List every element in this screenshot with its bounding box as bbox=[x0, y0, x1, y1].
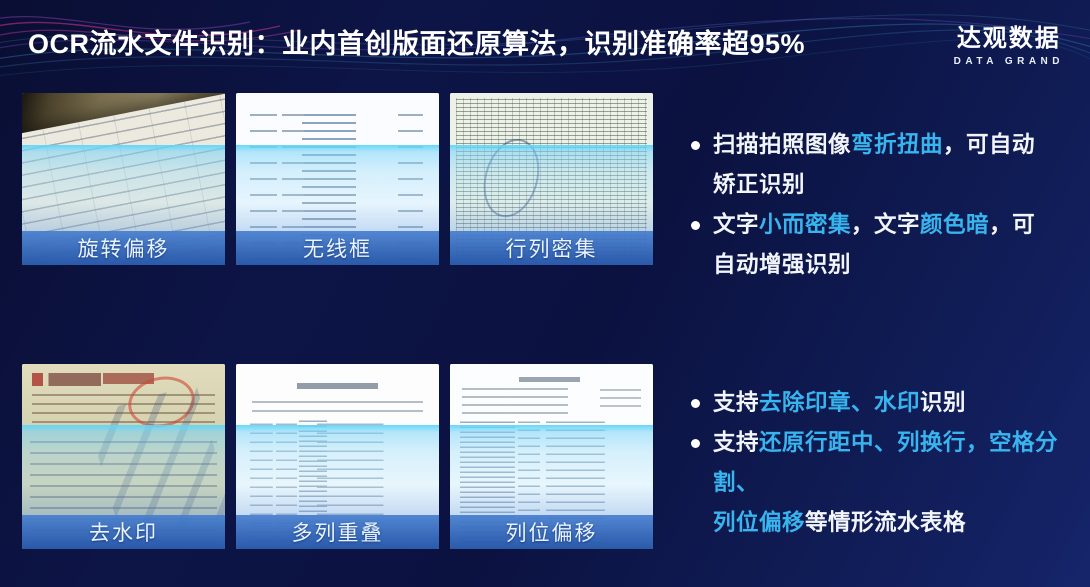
samples-grid: 旋转偏移 无线框 行列密集 去水印 bbox=[22, 93, 653, 549]
bullet-dot-icon bbox=[691, 221, 700, 230]
feature-list-bottom: 支持去除印章、水印识别 支持还原行距中、列换行，空格分割、 列位偏移等情形流水表… bbox=[686, 383, 1090, 543]
page-title: OCR流水文件识别：业内首创版面还原算法，识别准确率超95% bbox=[28, 29, 806, 59]
thumb-rotation-offset: 旋转偏移 bbox=[22, 93, 225, 265]
sample-label: 去水印 bbox=[22, 515, 225, 549]
plain-text: 支持 bbox=[713, 390, 760, 415]
bullet-item: 文字小而密集，文字颜色暗，可 自动增强识别 bbox=[686, 205, 1090, 285]
plain-text: 识别 bbox=[920, 390, 967, 415]
plain-text: ，可自动 矫正识别 bbox=[713, 132, 1036, 197]
plain-text: 文字 bbox=[713, 212, 760, 237]
plain-text: 等情形流水表格 bbox=[805, 510, 967, 535]
header-rows bbox=[32, 391, 215, 424]
header-rows bbox=[252, 395, 423, 413]
sample-label: 旋转偏移 bbox=[22, 231, 225, 265]
plain-text: ，可 自动增强识别 bbox=[713, 212, 1036, 277]
bullet-text: 扫描拍照图像弯折扭曲，可自动 矫正识别 bbox=[713, 125, 1090, 205]
plain-text: 扫描拍照图像 bbox=[713, 132, 852, 157]
highlighted-text: 弯折扭曲 bbox=[851, 132, 944, 157]
bank-logo-row bbox=[32, 373, 102, 387]
document-title-bar bbox=[519, 376, 580, 383]
bullet-dot-icon bbox=[691, 399, 700, 408]
logo-en-text: DATA GRAND bbox=[953, 56, 1064, 67]
bullet-text: 支持去除印章、水印识别 bbox=[713, 383, 1090, 423]
sample-label: 多列重叠 bbox=[236, 515, 439, 549]
bullet-dot-icon bbox=[691, 439, 700, 448]
thumb-no-border-table: 无线框 bbox=[236, 93, 439, 265]
thumb-dense-rows-columns: 行列密集 bbox=[450, 93, 653, 265]
bullet-item: 支持还原行距中、列换行，空格分割、 列位偏移等情形流水表格 bbox=[686, 423, 1090, 543]
plain-text: 支持 bbox=[713, 430, 760, 455]
document-title-bar bbox=[103, 373, 154, 385]
bullet-item: 扫描拍照图像弯折扭曲，可自动 矫正识别 bbox=[686, 125, 1090, 205]
highlighted-text: 去除印章、水印 bbox=[759, 390, 921, 415]
sample-label: 行列密集 bbox=[450, 231, 653, 265]
highlighted-text: 颜色暗 bbox=[920, 212, 990, 237]
logo-cn-text: 达观数据 bbox=[956, 25, 1061, 52]
plain-text: ，文字 bbox=[851, 212, 921, 237]
feature-list-top: 扫描拍照图像弯折扭曲，可自动 矫正识别 文字小而密集，文字颜色暗，可 自动增强识… bbox=[686, 125, 1090, 285]
datagrand-logo: 达观数据 DATA GRAND bbox=[954, 18, 1064, 67]
sample-label: 无线框 bbox=[236, 231, 439, 265]
header-rows bbox=[462, 388, 568, 414]
highlighted-text: 还原行距中、列换行，空格分割、 列位偏移 bbox=[713, 430, 1059, 535]
bullet-text: 文字小而密集，文字颜色暗，可 自动增强识别 bbox=[713, 205, 1090, 285]
thumb-watermark-removal: 去水印 bbox=[22, 364, 225, 549]
thumb-multi-column-overlap: 多列重叠 bbox=[236, 364, 439, 549]
document-title-bar bbox=[296, 382, 379, 389]
bullet-item: 支持去除印章、水印识别 bbox=[686, 383, 1090, 423]
thumb-column-position-shift: 列位偏移 bbox=[450, 364, 653, 549]
bullet-text: 支持还原行距中、列换行，空格分割、 列位偏移等情形流水表格 bbox=[713, 423, 1090, 543]
highlighted-text: 小而密集 bbox=[759, 212, 852, 237]
bullet-dot-icon bbox=[691, 141, 700, 150]
sample-label: 列位偏移 bbox=[450, 515, 653, 549]
header-rows-right bbox=[600, 388, 641, 407]
